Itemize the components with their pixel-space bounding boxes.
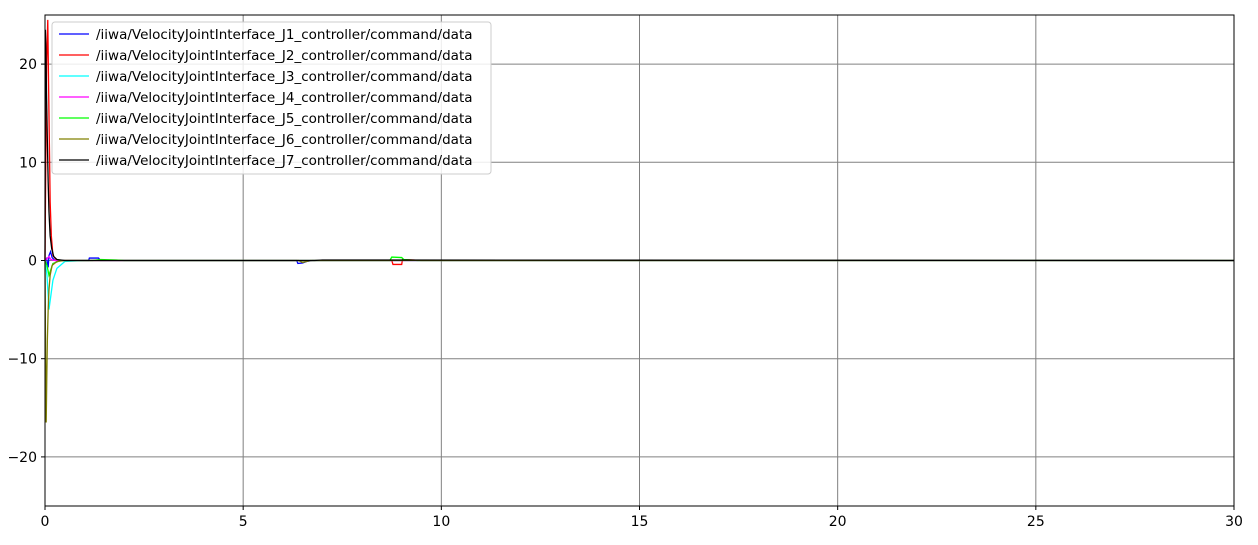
y-axis-ticks: −20 −10 0 10 20: [7, 57, 45, 466]
legend-label-j6: /iiwa/VelocityJointInterface_J6_controll…: [96, 132, 473, 148]
legend-label-j7: /iiwa/VelocityJointInterface_J7_controll…: [96, 153, 473, 169]
legend-label-j5: /iiwa/VelocityJointInterface_J5_controll…: [96, 111, 473, 127]
series-lines: [44, 19, 1235, 423]
y-tick-label: 20: [19, 57, 37, 73]
y-tick-label: −10: [7, 352, 37, 368]
legend-label-j2: /iiwa/VelocityJointInterface_J2_controll…: [96, 48, 473, 64]
y-tick-label: 10: [19, 155, 37, 171]
x-axis-ticks: 0 5 10 15 20 25 30: [41, 506, 1243, 530]
x-tick-label: 15: [631, 514, 649, 530]
legend-label-j3: /iiwa/VelocityJointInterface_J3_controll…: [96, 69, 473, 85]
legend-label-j1: /iiwa/VelocityJointInterface_J1_controll…: [96, 27, 473, 43]
x-tick-label: 10: [432, 514, 450, 530]
x-tick-label: 5: [239, 514, 248, 530]
y-tick-label: −20: [7, 450, 37, 466]
series-line-j6: [44, 259, 1234, 423]
legend: /iiwa/VelocityJointInterface_J1_controll…: [51, 21, 492, 175]
series-line-j7: [44, 29, 1235, 262]
x-tick-label: 0: [41, 514, 50, 530]
x-tick-label: 25: [1027, 514, 1045, 530]
y-tick-label: 0: [28, 254, 37, 270]
legend-label-j4: /iiwa/VelocityJointInterface_J4_controll…: [96, 90, 473, 106]
x-tick-label: 30: [1225, 514, 1243, 530]
legend-box: [51, 21, 492, 175]
x-tick-label: 20: [829, 514, 847, 530]
